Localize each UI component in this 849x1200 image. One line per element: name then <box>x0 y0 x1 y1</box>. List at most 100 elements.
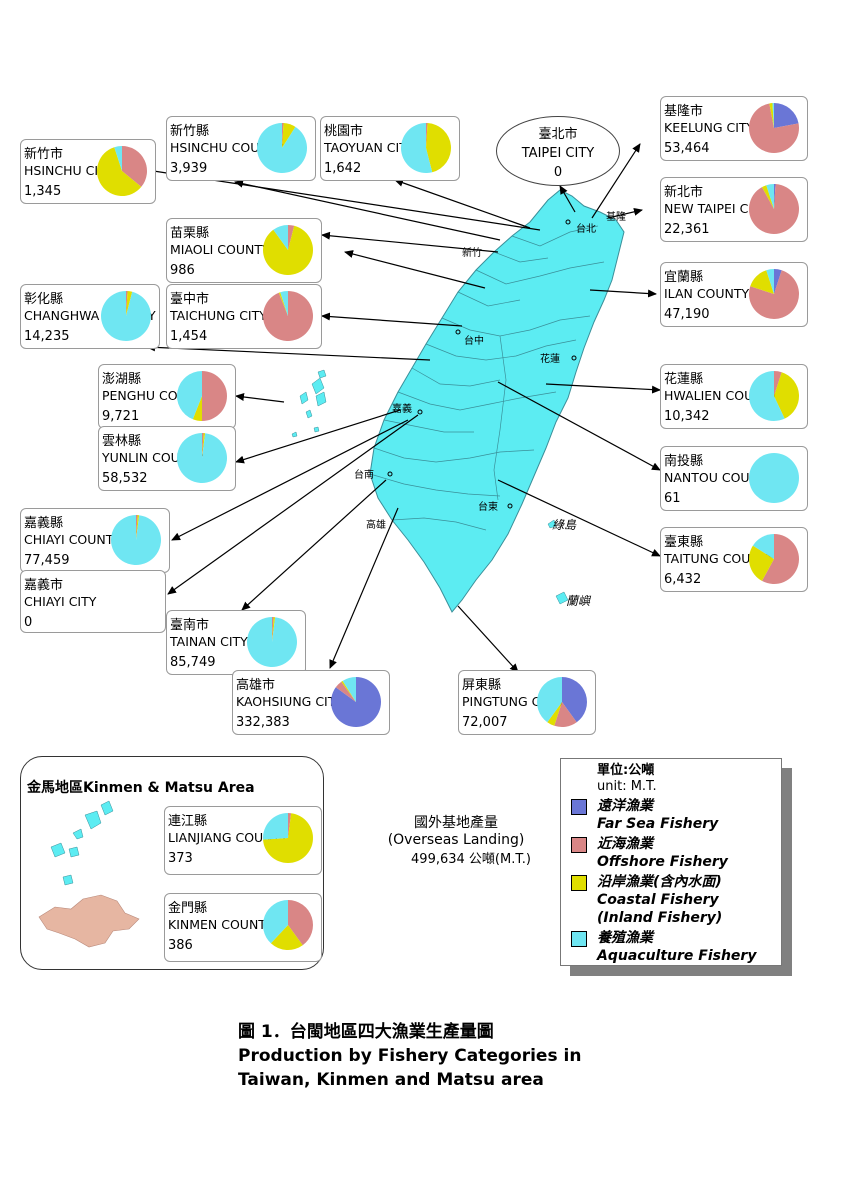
region-en: HSINCHU CITY <box>24 163 114 178</box>
region-value: 3,939 <box>170 161 208 176</box>
region-zh: 新北市 <box>664 185 704 200</box>
region-en: TAOYUAN CITY <box>324 140 415 155</box>
region-zh: 苗栗縣 <box>170 226 210 241</box>
region-zh: 嘉義市 <box>24 578 64 593</box>
pie-slice-aquaculture <box>114 146 122 171</box>
legend-label: 近海漁業 Offshore Fishery <box>597 836 728 870</box>
region-en: CHIAYI COUNTY <box>24 532 122 547</box>
pie-chart <box>97 146 147 196</box>
region-box-penghu-county: 澎湖縣 PENGHU COUNTY 9,721 <box>98 364 236 429</box>
figure-caption: 圖 1．台閩地區四大漁業生產量圖 Production by Fishery C… <box>238 1020 581 1092</box>
legend-swatch <box>571 837 587 853</box>
pie-chart <box>749 184 799 234</box>
region-value: 14,235 <box>24 329 70 344</box>
region-value: 386 <box>168 938 193 953</box>
pie-slice-aquaculture <box>177 433 227 483</box>
pie-chart <box>749 534 799 584</box>
region-value: 58,532 <box>102 471 148 486</box>
pie-chart <box>263 813 313 863</box>
legend-label: 遠洋漁業 Far Sea Fishery <box>597 798 719 832</box>
region-box-nantou-county: 南投縣 NANTOU COUNTY 61 <box>660 446 808 511</box>
pie-slice-offshore <box>335 681 356 702</box>
region-en: KAOHSIUNG CITY <box>236 694 344 709</box>
map-label-taitung: 台東 <box>478 502 498 513</box>
region-value: 77,459 <box>24 553 70 568</box>
region-value: 72,007 <box>462 715 508 730</box>
region-box-hwalien-county: 花蓮縣 HWALIEN COUNTY 10,342 <box>660 364 808 429</box>
region-box-chiayi-county: 嘉義縣 CHIAYI COUNTY 77,459 <box>20 508 170 573</box>
pie-slice-offshore <box>288 813 292 838</box>
region-en: KEELUNG CITY <box>664 120 755 135</box>
region-zh: 嘉義縣 <box>24 516 64 531</box>
region-en: CHIAYI CITY <box>24 594 97 609</box>
pie-slice-coastal <box>761 185 774 209</box>
region-box-new-taipei-city: 新北市 NEW TAIPEI CITY 22,361 <box>660 177 808 242</box>
region-zh: 基隆市 <box>664 104 704 119</box>
pie-slice-coastal <box>272 617 276 642</box>
pie-slice-offshore <box>136 515 138 540</box>
pie-slice-aquaculture <box>401 123 433 173</box>
kinmen-matsu-islands <box>38 800 140 948</box>
pie-slice-aquaculture <box>749 371 785 421</box>
region-box-pingtung-county: 屏東縣 PINGTUNG COUNTY 72,007 <box>458 670 596 735</box>
pie-slice-offshore <box>749 270 799 319</box>
pie-chart <box>247 617 297 667</box>
pie-slice-offshore <box>426 123 428 148</box>
kinmen-matsu-title: 金馬地區Kinmen & Matsu Area <box>27 780 255 796</box>
region-en: NANTOU COUNTY <box>664 470 775 485</box>
legend-label: 養殖漁業 Aquaculture Fishery <box>597 930 757 964</box>
region-value: 1,454 <box>170 329 208 344</box>
pie-slice-aquaculture <box>537 677 562 723</box>
region-box-lianjiang-county: 連江縣 LIANJIANG COUNTY 373 <box>164 806 322 875</box>
kinmen-island <box>38 894 140 948</box>
pie-slice-offshore <box>774 371 782 396</box>
region-en: NEW TAIPEI CITY <box>664 201 768 216</box>
region-value: 986 <box>170 263 195 278</box>
pie-chart <box>263 291 313 341</box>
region-zh: 桃園市 <box>324 124 364 139</box>
region-zh: 臺南市 <box>170 618 210 633</box>
legend-swatch <box>571 875 587 891</box>
pie-chart <box>257 123 307 173</box>
region-zh: 屏東縣 <box>462 678 502 693</box>
region-box-chiayi-city: 嘉義市 CHIAYI CITY 0 <box>20 570 166 633</box>
map-label-hualien: 花蓮 <box>540 354 560 365</box>
pie-slice-aquaculture <box>263 900 288 944</box>
map-label-green-island: 綠島 <box>552 518 577 532</box>
region-en: TAICHUNG CITY <box>170 308 267 323</box>
map-label-hsinchu: 新竹 <box>462 248 482 259</box>
region-en: TAITUNG COUNTY <box>664 551 776 566</box>
pie-chart <box>263 225 313 275</box>
pie-slice-aquaculture <box>772 103 774 128</box>
overseas-en: (Overseas Landing) <box>387 832 525 848</box>
region-zh: 花蓮縣 <box>664 372 704 387</box>
region-value: 22,361 <box>664 222 710 237</box>
matsu-islands <box>50 800 114 886</box>
pie-slice-offshore <box>282 123 284 148</box>
map-label-kaohsiung: 高雄 <box>366 520 386 531</box>
pie-slice-coastal <box>426 123 451 173</box>
region-value: 0 <box>24 615 33 630</box>
region-en: TAIPEI CITY <box>521 146 595 161</box>
pie-slice-coastal <box>769 103 774 128</box>
map-label-taichung: 台中 <box>464 336 484 347</box>
region-box-hsinchu-county: 新竹縣 HSINCHU COUNTY 3,939 <box>166 116 316 181</box>
pie-slice-coastal <box>282 123 296 148</box>
pie-slice-coastal <box>749 545 774 581</box>
pie-slice-coastal <box>263 225 313 275</box>
region-value: 10,342 <box>664 409 710 424</box>
pie-slice-offshore <box>749 103 799 153</box>
region-box-changhwa-county: 彰化縣 CHANGHWA COUNTY 14,235 <box>20 284 160 349</box>
orchid-island <box>555 591 569 605</box>
pie-chart <box>177 433 227 483</box>
map-label-chiayi: 嘉義 <box>392 404 412 415</box>
pie-slice-coastal <box>547 702 562 726</box>
map-label-orchid-island: 蘭嶼 <box>566 594 591 608</box>
pie-chart <box>100 291 151 341</box>
region-zh: 彰化縣 <box>24 292 64 307</box>
region-en: ILAN COUNTY <box>664 286 750 301</box>
region-box-kaohsiung-city: 高雄市 KAOHSIUNG CITY 332,383 <box>232 670 390 735</box>
city-dots <box>387 219 577 509</box>
pie-slice-aquaculture <box>766 184 774 209</box>
caption-line-2: Production by Fishery Categories in <box>238 1046 582 1066</box>
